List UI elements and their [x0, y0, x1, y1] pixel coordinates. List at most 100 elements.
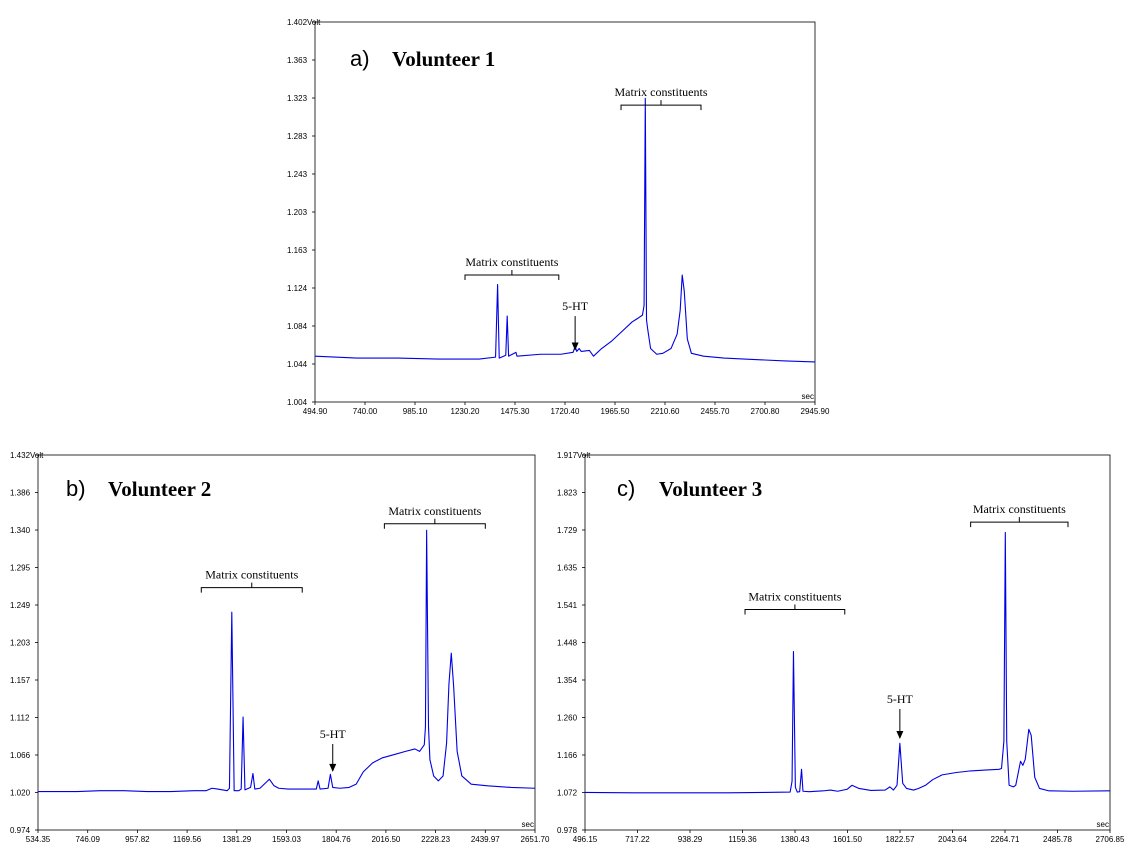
x-tick-label: 1720.40	[551, 407, 580, 416]
annotation-label: 5-HT	[320, 727, 347, 741]
y-tick-label: 1.157	[10, 676, 31, 685]
matrix-bracket	[970, 517, 1069, 528]
y-tick-label: 1.323	[287, 94, 308, 103]
chart-panel-2: 0.974 1.020 1.066 1.112 1.157 1.203 1.249 1.295…	[10, 451, 550, 844]
plot-frame	[314, 21, 816, 403]
series-line	[314, 97, 816, 363]
x-tick-label: 1169.56	[173, 835, 202, 844]
y-tick-label: 1.635	[557, 564, 578, 573]
x-tick-label: 2264.71	[991, 835, 1020, 844]
y-tick-label: 1.166	[557, 751, 578, 760]
plot-frame	[584, 454, 1111, 831]
matrix-bracket	[383, 518, 486, 529]
y-tick-label: 1.541	[557, 601, 578, 610]
y-tick-label: 1.386	[10, 489, 31, 498]
x-tick-label: 1230.20	[451, 407, 480, 416]
y-tick-label: 1.402	[287, 18, 308, 27]
y-tick-label: 0.974	[10, 826, 31, 835]
x-tick-label: 1804.76	[322, 835, 351, 844]
x-tick-label: 2455.70	[701, 407, 730, 416]
x-tick-label: 1159.36	[728, 835, 757, 844]
x-tick-label: 1381.29	[222, 835, 251, 844]
y-tick-label: 1.044	[287, 360, 308, 369]
x-axis-unit: sec	[1097, 820, 1109, 829]
y-axis-unit: Volt	[30, 451, 44, 460]
x-tick-label: 2439.97	[471, 835, 500, 844]
y-tick-label: 1.203	[10, 639, 31, 648]
x-tick-label: 2700.80	[751, 407, 780, 416]
x-axis-unit: sec	[802, 392, 814, 401]
y-tick-label: 1.823	[557, 489, 578, 498]
matrix-bracket	[464, 270, 560, 281]
x-tick-label: 2945.90	[801, 407, 830, 416]
x-tick-label: 1593.03	[272, 835, 301, 844]
y-tick-label: 1.066	[10, 751, 31, 760]
arrow-head	[571, 342, 579, 351]
matrix-bracket	[620, 100, 702, 111]
annotation-label: Matrix constituents	[973, 502, 1066, 516]
panel-label: c)	[617, 476, 635, 501]
y-axis-unit: Volt	[577, 451, 591, 460]
arrow-head	[896, 730, 904, 739]
annotation-label: Matrix constituents	[205, 568, 298, 582]
x-tick-label: 1475.30	[501, 407, 530, 416]
x-tick-label: 957.82	[125, 835, 150, 844]
y-tick-label: 1.917	[557, 451, 578, 460]
y-tick-label: 1.260	[557, 714, 578, 723]
annotation-label: 5-HT	[887, 692, 914, 706]
x-tick-label: 2485.78	[1043, 835, 1072, 844]
chart-panel-1: 1.004 1.044 1.084 1.124 1.163 1.203 1.243 1.283…	[287, 18, 830, 416]
y-tick-label: 1.340	[10, 526, 31, 535]
y-tick-label: 1.020	[10, 789, 31, 798]
matrix-bracket	[200, 582, 303, 593]
x-tick-label: 746.09	[75, 835, 100, 844]
panel-title: Volunteer 2	[108, 477, 211, 501]
y-tick-label: 1.432	[10, 451, 31, 460]
x-tick-label: 534.35	[26, 835, 51, 844]
panel-title: Volunteer 3	[659, 477, 762, 501]
y-tick-label: 1.354	[557, 676, 578, 685]
y-tick-label: 1.072	[557, 789, 578, 798]
y-tick-label: 1.295	[10, 564, 31, 573]
x-axis-unit: sec	[522, 820, 534, 829]
chart-panel-3: 0.978 1.072 1.166 1.260 1.354 1.448 1.541 1.635…	[557, 451, 1125, 844]
annotation-label: Matrix constituents	[388, 504, 481, 518]
x-tick-label: 2210.60	[651, 407, 680, 416]
x-tick-label: 2706.85	[1096, 835, 1125, 844]
y-tick-label: 1.112	[10, 714, 30, 723]
annotation-label: 5-HT	[562, 299, 589, 313]
y-axis-unit: Volt	[307, 18, 321, 27]
annotation-label: Matrix constituents	[748, 590, 841, 604]
y-tick-label: 1.124	[287, 284, 308, 293]
y-tick-label: 1.203	[287, 208, 308, 217]
y-tick-label: 1.163	[287, 246, 308, 255]
arrow-head	[329, 763, 337, 772]
x-tick-label: 2651.70	[521, 835, 550, 844]
x-tick-label: 496.15	[573, 835, 598, 844]
x-tick-label: 1965.50	[601, 407, 630, 416]
x-tick-label: 985.10	[403, 407, 428, 416]
x-tick-label: 717.22	[625, 835, 650, 844]
x-tick-label: 740.00	[353, 407, 378, 416]
y-tick-label: 1.243	[287, 170, 308, 179]
panel-title: Volunteer 1	[392, 47, 495, 71]
y-tick-label: 1.729	[557, 526, 578, 535]
series-line	[584, 531, 1111, 794]
y-tick-label: 1.249	[10, 601, 31, 610]
y-tick-label: 1.363	[287, 56, 308, 65]
y-tick-label: 1.004	[287, 398, 308, 407]
x-tick-label: 1601.50	[833, 835, 862, 844]
y-tick-label: 1.448	[557, 639, 578, 648]
x-tick-label: 938.29	[678, 835, 703, 844]
x-tick-label: 2043.64	[938, 835, 967, 844]
y-tick-label: 0.978	[557, 826, 578, 835]
matrix-bracket	[744, 604, 846, 615]
x-tick-label: 2016.50	[371, 835, 400, 844]
series-line	[38, 529, 536, 793]
x-tick-label: 494.90	[303, 407, 328, 416]
plot-frame	[37, 454, 536, 831]
x-tick-label: 1822.57	[886, 835, 915, 844]
x-tick-label: 2228.23	[421, 835, 450, 844]
